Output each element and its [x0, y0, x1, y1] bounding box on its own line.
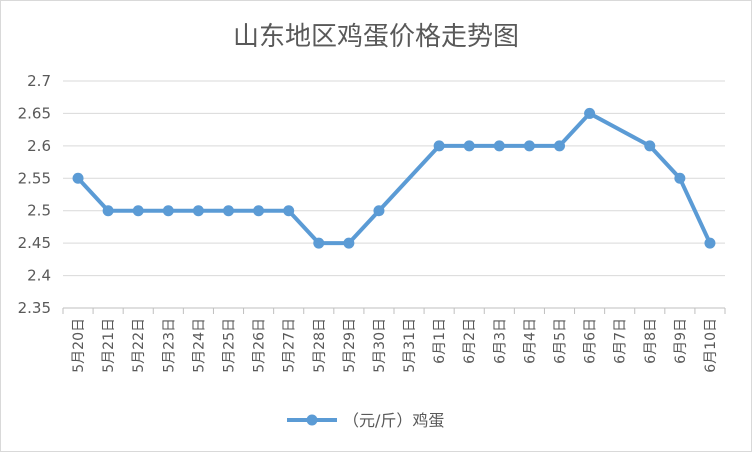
data-point: [253, 205, 265, 217]
data-point: [523, 140, 535, 152]
data-point: [343, 237, 355, 249]
data-point: [192, 205, 204, 217]
data-point: [102, 205, 114, 217]
x-tick-label: 5月27日: [282, 318, 298, 373]
y-tick-label: 2.7: [27, 72, 51, 90]
x-tick-label: 6月8日: [643, 318, 659, 364]
x-tick-label: 5月28日: [312, 318, 328, 373]
series-layer: [72, 107, 716, 249]
x-tick-label: 6月3日: [492, 318, 508, 364]
data-point: [223, 205, 234, 217]
y-tick-label: 2.6: [27, 137, 51, 155]
data-point: [373, 205, 385, 217]
x-tick-label: 5月26日: [252, 318, 268, 373]
y-axis: 2.35 2.4 2.45 2.5 2.55 2.6 2.65 2.7: [18, 72, 51, 317]
y-tick-label: 2.55: [18, 169, 51, 187]
legend-label: （元/斤）鸡蛋: [343, 411, 444, 430]
data-point: [313, 237, 325, 249]
data-point: [493, 140, 505, 152]
data-point: [704, 237, 716, 249]
x-tick-label: 6月9日: [673, 318, 689, 364]
x-tick-label: 5月30日: [372, 318, 388, 373]
x-tick-label: 6月1日: [432, 318, 448, 364]
data-point: [433, 140, 445, 152]
x-tick-label: 5月24日: [191, 318, 207, 373]
data-point: [162, 205, 174, 217]
data-point: [674, 172, 686, 184]
data-point: [644, 140, 656, 152]
x-tick-label: 6月7日: [613, 318, 629, 364]
x-tick-label: 6月5日: [553, 318, 569, 364]
y-tick-label: 2.5: [27, 202, 51, 220]
data-point: [463, 140, 475, 152]
data-point: [72, 172, 84, 184]
x-tick-label: 5月23日: [161, 318, 177, 373]
x-tick-label: 5月29日: [342, 318, 358, 373]
x-tick-label: 5月31日: [402, 318, 418, 373]
y-tick-label: 2.35: [18, 299, 51, 317]
data-point: [584, 107, 596, 119]
x-tick-label: 5月20日: [71, 318, 87, 373]
x-tick-label: 5月25日: [222, 318, 238, 373]
x-tick-label: 5月21日: [101, 318, 117, 373]
legend-marker: [306, 414, 318, 426]
x-axis: 5月20日 5月21日 5月22日 5月23日 5月24日 5月25日 5月26日 5月27日…: [62, 308, 726, 373]
chart-title: 山东地区鸡蛋价格走势图: [233, 22, 519, 52]
legend: （元/斤）鸡蛋: [287, 411, 444, 430]
data-point: [283, 205, 295, 217]
y-tick-label: 2.4: [27, 267, 51, 285]
x-tick-label: 6月4日: [522, 318, 538, 364]
x-tick-label: 6月10日: [703, 318, 719, 373]
x-tick-label: 6月2日: [462, 318, 478, 364]
x-tick-label: 5月22日: [131, 318, 147, 373]
y-tick-label: 2.45: [18, 234, 51, 252]
y-tick-label: 2.65: [18, 104, 51, 122]
data-point: [554, 140, 565, 152]
x-tick-label: 6月6日: [583, 318, 599, 364]
data-point: [132, 205, 144, 217]
